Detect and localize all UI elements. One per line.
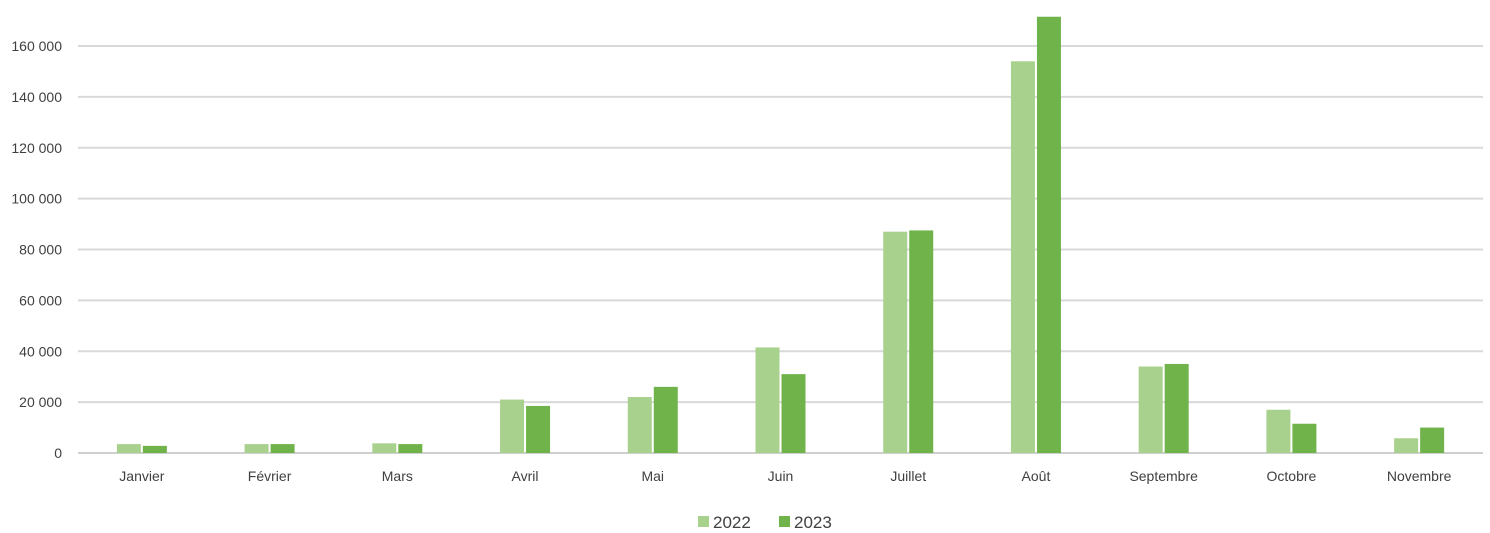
x-tick-label: Septembre — [1129, 468, 1198, 484]
x-tick-label: Avril — [512, 468, 539, 484]
y-tick-label: 160 000 — [11, 38, 62, 54]
x-tick-label: Août — [1022, 468, 1051, 484]
bar-2023-avril — [526, 405, 551, 453]
legend-label-2023: 2023 — [794, 513, 832, 532]
bar-2022-septembre — [1138, 366, 1163, 453]
x-tick-label: Mai — [641, 468, 664, 484]
bar-2022-février — [244, 444, 269, 453]
x-tick-label: Février — [248, 468, 292, 484]
bar-2023-février — [270, 444, 295, 453]
bar-2022-mars — [372, 443, 397, 453]
bar-2023-août — [1036, 16, 1061, 453]
x-axis-ticks: Janvier Février Mars Avril Mai Juin Juillet Aoû… — [119, 468, 1451, 484]
legend-label-2022: 2022 — [713, 513, 751, 532]
bar-2023-juillet — [909, 230, 934, 453]
bar-2022-novembre — [1394, 438, 1419, 453]
legend: 2022 2023 — [698, 513, 832, 532]
bar-2023-janvier — [142, 445, 167, 453]
y-tick-label: 100 000 — [11, 191, 62, 207]
bar-2023-juin — [781, 374, 806, 453]
legend-swatch-2023 — [779, 516, 790, 527]
y-tick-label: 80 000 — [19, 242, 62, 258]
y-tick-label: 140 000 — [11, 89, 62, 105]
bar-2022-avril — [500, 399, 525, 453]
bars — [116, 16, 1445, 453]
bar-2022-août — [1010, 61, 1035, 453]
x-tick-label: Juillet — [890, 468, 926, 484]
x-tick-label: Octobre — [1267, 468, 1317, 484]
bar-2022-janvier — [116, 444, 141, 453]
y-tick-label: 0 — [54, 445, 62, 461]
y-tick-label: 40 000 — [19, 343, 62, 359]
x-tick-label: Mars — [382, 468, 413, 484]
legend-swatch-2022 — [698, 516, 709, 527]
gridlines — [78, 45, 1483, 454]
bar-2022-octobre — [1266, 409, 1291, 453]
bar-2023-septembre — [1164, 363, 1189, 453]
x-tick-label: Juin — [768, 468, 794, 484]
bar-2022-juin — [755, 347, 780, 453]
y-tick-label: 120 000 — [11, 140, 62, 156]
bar-2022-mai — [627, 397, 652, 453]
y-tick-label: 20 000 — [19, 394, 62, 410]
y-axis-ticks: 0 20 000 40 000 60 000 80 000 100 000 120 000 1… — [11, 38, 62, 461]
bar-2023-mai — [653, 386, 678, 453]
y-tick-label: 60 000 — [19, 292, 62, 308]
bar-2023-octobre — [1292, 423, 1317, 453]
bar-2023-novembre — [1420, 427, 1445, 453]
x-tick-label: Janvier — [119, 468, 164, 484]
bar-2022-juillet — [883, 231, 908, 453]
x-tick-label: Novembre — [1387, 468, 1452, 484]
bar-2023-mars — [398, 444, 423, 453]
